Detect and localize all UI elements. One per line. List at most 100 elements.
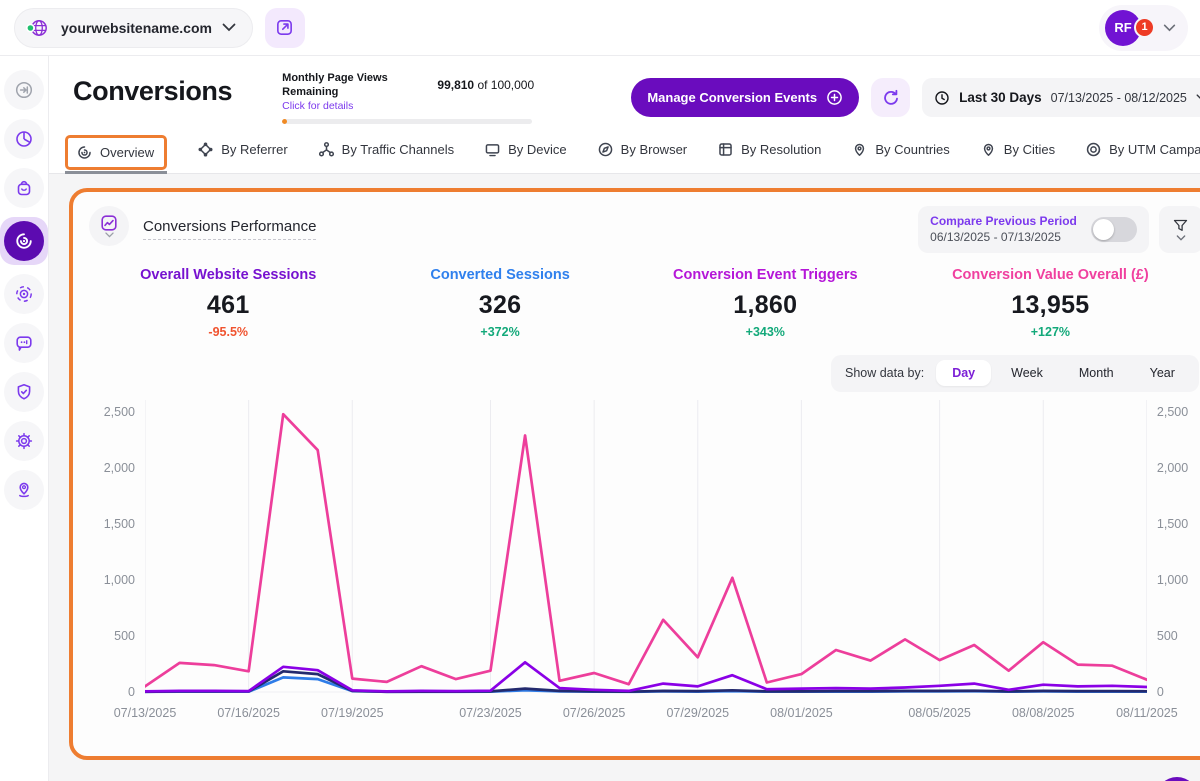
- sidebar-item-session-recordings[interactable]: [4, 274, 44, 314]
- sidebar-item-ecommerce[interactable]: [4, 168, 44, 208]
- granularity-week[interactable]: Week: [1011, 366, 1043, 380]
- stats-row: Overall Website Sessions 461 -95.5% Convert…: [89, 267, 1200, 339]
- tab-bar: Overview By Referrer By Traffic Channels By…: [49, 128, 1200, 174]
- record-icon: [16, 286, 32, 302]
- external-link-icon: [277, 20, 293, 35]
- sidebar-item-settings[interactable]: [4, 421, 44, 461]
- refresh-icon: [883, 89, 898, 105]
- stat-value: 326: [478, 290, 522, 319]
- user-menu[interactable]: RF 1: [1099, 4, 1188, 51]
- granularity-year[interactable]: Year: [1149, 366, 1175, 380]
- stat-delta: +343%: [745, 324, 785, 339]
- gear-icon: [15, 432, 33, 450]
- collapse-icon: [15, 81, 33, 99]
- compare-label: Compare Previous Period: [930, 214, 1077, 228]
- tab-by-referrer[interactable]: By Referrer: [197, 141, 288, 170]
- page-views-progress-bar: [282, 118, 533, 124]
- tab-by-countries[interactable]: By Countries: [851, 141, 950, 170]
- card-title-icon-button[interactable]: [89, 205, 129, 246]
- stat-label: Conversion Value Overall (£): [952, 266, 1149, 283]
- pin-icon: [983, 143, 993, 156]
- page-views-progress-fill: [282, 118, 288, 124]
- page-title: Conversions: [73, 76, 233, 106]
- sidebar-item-locations[interactable]: [4, 470, 44, 510]
- stat-delta: +372%: [480, 324, 520, 339]
- page-views-details-link[interactable]: Click for details: [282, 99, 354, 112]
- tab-by-device[interactable]: By Device: [484, 141, 567, 170]
- sidebar-item-feedback[interactable]: [4, 323, 44, 363]
- stat-value: 461: [206, 290, 250, 319]
- stat-conversion-event-triggers: Conversion Event Triggers 1,860 +343%: [633, 267, 898, 339]
- x-tick-label: 08/05/2025: [908, 705, 971, 720]
- overview-icon: [78, 145, 91, 159]
- y-tick-label: 1,500: [1156, 516, 1189, 531]
- x-tick-label: 07/29/2025: [666, 705, 730, 720]
- stat-label: Converted Sessions: [430, 266, 570, 283]
- refresh-button[interactable]: [871, 78, 911, 117]
- tab-by-resolution[interactable]: By Resolution: [717, 141, 821, 170]
- tab-by-utm-campaign[interactable]: By UTM Campaign: [1085, 141, 1200, 170]
- y-tick-label: 2,000: [103, 460, 135, 475]
- manage-conversion-events-button[interactable]: Manage Conversion Events: [631, 78, 860, 117]
- stat-label: Conversion Event Triggers: [673, 266, 858, 283]
- chevron-down-icon: [1176, 234, 1186, 241]
- open-website-button[interactable]: [264, 7, 305, 48]
- granularity-month[interactable]: Month: [1078, 366, 1114, 380]
- floating-action-button[interactable]: [1156, 777, 1198, 781]
- y-tick-label: 500: [1156, 628, 1178, 643]
- compare-toggle[interactable]: [1090, 216, 1137, 242]
- funnel-icon: [1174, 219, 1188, 231]
- plot-area[interactable]: [145, 400, 1147, 700]
- page-header: Conversions Monthly Page Views Remaining…: [49, 56, 1200, 128]
- sidebar-item-privacy[interactable]: [4, 372, 44, 412]
- chevron-down-icon: [1196, 94, 1200, 100]
- filter-button[interactable]: [1158, 205, 1200, 253]
- tab-by-traffic-channels[interactable]: By Traffic Channels: [318, 141, 454, 170]
- compare-dates: 06/13/2025 - 07/13/2025: [930, 230, 1061, 244]
- conversions-spiral-icon: [16, 233, 32, 249]
- granularity-day[interactable]: Day: [936, 360, 992, 386]
- tab-by-browser[interactable]: By Browser: [597, 141, 687, 170]
- stat-delta: -95.5%: [208, 324, 249, 339]
- website-name: yourwebsitename.com: [61, 19, 212, 36]
- stat-converted-sessions: Converted Sessions 326 +372%: [367, 267, 632, 339]
- traffic-icon: [318, 141, 334, 157]
- stat-label: Overall Website Sessions: [140, 266, 317, 283]
- y-axis-left: 0 500 1,000 1,500 2,000 2,500: [89, 400, 145, 700]
- shield-check-icon: [17, 384, 31, 400]
- sidebar-item-conversions[interactable]: [0, 217, 48, 265]
- globe-icon: [26, 19, 47, 36]
- tab-overview[interactable]: Overview: [65, 134, 168, 174]
- page-views-widget: Monthly Page Views Remaining Click for d…: [282, 72, 534, 124]
- page-views-label: Monthly Page Views Remaining: [282, 72, 388, 98]
- show-data-by-control: Show data by: Day Week Month Year: [830, 354, 1199, 392]
- date-range-selector[interactable]: Last 30 Days 07/13/2025 - 08/12/2025: [922, 78, 1200, 117]
- x-tick-label: 07/23/2025: [459, 705, 522, 720]
- sidebar-item-dashboard[interactable]: [4, 119, 44, 159]
- resolution-icon: [719, 142, 732, 156]
- x-tick-label: 07/16/2025: [217, 705, 280, 720]
- card-title[interactable]: Conversions Performance: [143, 218, 317, 240]
- notification-badge: 1: [1134, 16, 1155, 38]
- stat-value: 1,860: [733, 290, 798, 319]
- show-data-by-label: Show data by:: [844, 366, 925, 380]
- y-tick-label: 1,000: [103, 572, 135, 587]
- stat-overall-website-sessions: Overall Website Sessions 461 -95.5%: [89, 267, 367, 339]
- referrer-icon: [198, 141, 213, 157]
- sidebar-collapse-button[interactable]: [4, 70, 44, 110]
- range-label: Last 30 Days: [959, 90, 1042, 105]
- chart: 0 500 1,000 1,500 2,000 2,500 0 500 1,000 1,500 2…: [89, 400, 1200, 700]
- chat-bubble-icon: [16, 336, 32, 351]
- website-selector[interactable]: yourwebsitename.com: [14, 7, 253, 48]
- sidebar: [0, 56, 49, 781]
- conversions-performance-card: Conversions Performance Compare Previous…: [69, 187, 1200, 760]
- x-tick-label: 08/01/2025: [770, 705, 833, 720]
- shopping-bag-icon: [17, 180, 31, 196]
- tab-by-cities[interactable]: By Cities: [980, 141, 1055, 170]
- content-area: Conversions Performance Compare Previous…: [49, 173, 1200, 781]
- y-tick-label: 1,000: [1156, 572, 1189, 587]
- stat-value: 13,955: [1011, 290, 1090, 319]
- x-tick-label: 07/26/2025: [562, 705, 626, 720]
- x-tick-label: 07/19/2025: [321, 705, 384, 720]
- page-views-count: 99,810 of 100,000: [437, 78, 535, 92]
